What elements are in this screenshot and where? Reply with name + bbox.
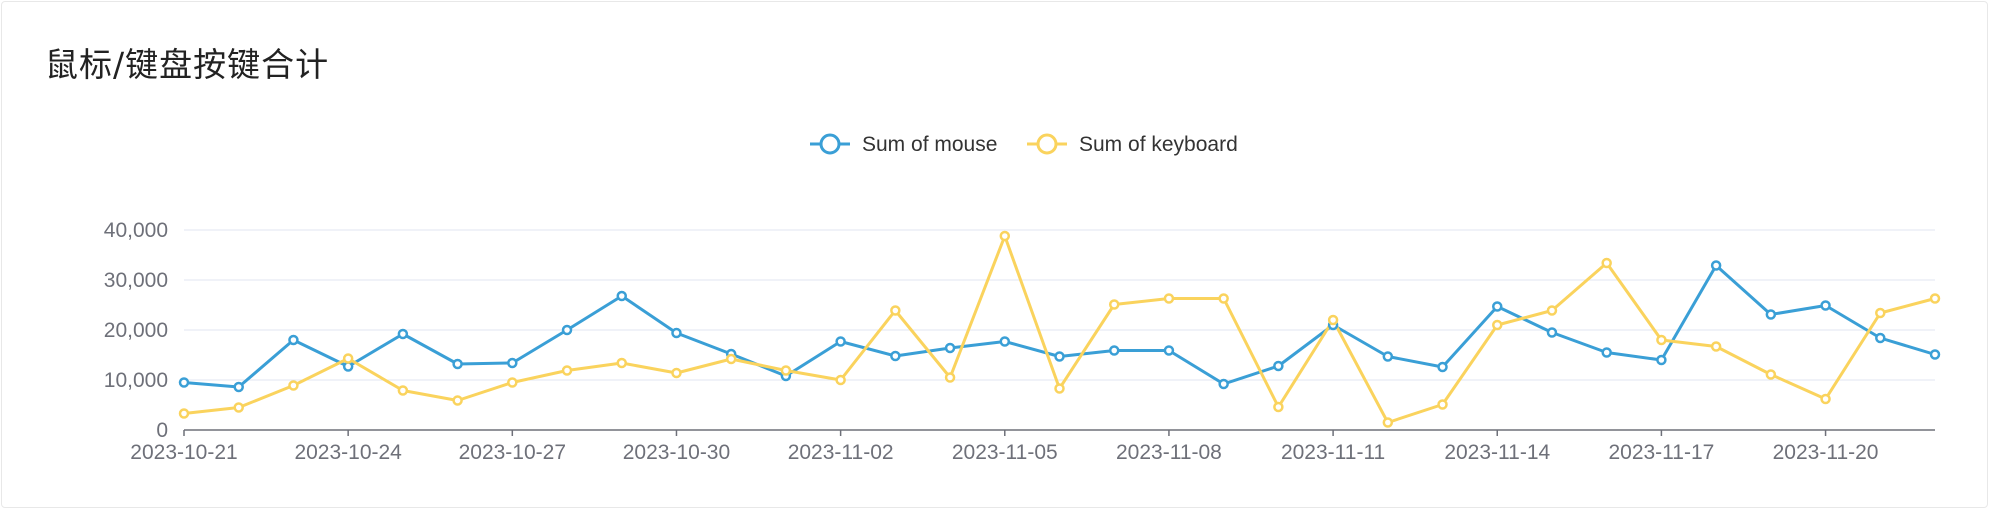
chart-title: 鼠标/键盘按键合计: [45, 45, 330, 84]
data-point: [1601, 347, 1612, 358]
grid-lines: [184, 229, 1935, 381]
data-point: [1054, 351, 1065, 362]
y-axis: 0 10,000 20,000 30,000 40,000: [104, 219, 168, 442]
data-point: [1163, 293, 1175, 304]
x-tick-label: 2023-11-17: [1608, 441, 1714, 464]
data-point: [1108, 299, 1120, 310]
data-point: [1656, 334, 1667, 346]
data-point: [1437, 399, 1448, 410]
data-point: [999, 336, 1011, 347]
x-tick-label: 2023-10-24: [294, 441, 402, 464]
data-point: [1492, 301, 1503, 312]
data-point: [1601, 257, 1612, 269]
data-point: [1820, 393, 1831, 405]
data-point: [1163, 345, 1175, 356]
data-point: [507, 377, 518, 388]
data-point: [616, 290, 627, 302]
data-point: [397, 385, 409, 396]
x-axis: 2023-10-21 2023-10-24 2023-10-27 2023-10-30…: [130, 429, 1935, 464]
data-point: [507, 357, 518, 369]
series-lines: [183, 234, 1936, 424]
data-point: [1054, 383, 1065, 394]
data-point: [233, 381, 244, 393]
legend-marker: [819, 133, 841, 155]
x-tick-label: 2023-11-08: [1116, 441, 1222, 464]
data-point: [1546, 327, 1558, 338]
data-point: [671, 327, 682, 339]
data-point: [1765, 369, 1777, 380]
data-point: [1492, 319, 1503, 331]
x-tick-label: 2023-10-27: [459, 441, 566, 464]
data-point: [288, 334, 299, 346]
data-point: [1929, 293, 1941, 304]
y-tick-label: 30,000: [104, 269, 168, 292]
series-line: [183, 264, 1936, 389]
data-point: [835, 374, 846, 386]
data-point: [561, 324, 573, 336]
data-point: [342, 353, 354, 364]
data-point: [725, 353, 737, 365]
data-point: [671, 367, 682, 379]
data-point: [1273, 360, 1284, 372]
data-point: [1382, 417, 1394, 428]
data-point: [835, 336, 846, 347]
data-point: [616, 357, 627, 369]
data-point: [1218, 293, 1229, 304]
y-tick-label: 40,000: [104, 219, 168, 242]
data-point: [178, 377, 190, 388]
data-point: [999, 230, 1011, 242]
data-point: [397, 328, 409, 340]
x-tick-label: 2023-10-21: [130, 441, 237, 464]
y-tick-label: 0: [156, 419, 168, 442]
data-point: [233, 402, 244, 413]
series-line: [183, 234, 1936, 424]
x-tick-label: 2023-11-05: [952, 441, 1058, 464]
data-point: [452, 395, 463, 406]
data-point: [1820, 300, 1831, 311]
x-tick-label: 2023-11-20: [1773, 441, 1879, 464]
legend: Sum of mouse Sum of keyboard: [810, 133, 1238, 156]
x-tick-label: 2023-10-30: [623, 441, 730, 464]
legend-label: Sum of keyboard: [1079, 133, 1238, 156]
legend-marker: [1036, 133, 1058, 155]
data-point: [1875, 332, 1886, 344]
x-tick-label: 2023-11-11: [1281, 441, 1385, 464]
data-point: [561, 365, 573, 376]
x-tick-label: 2023-11-14: [1444, 441, 1550, 464]
series-points: [178, 230, 1941, 428]
data-point: [944, 372, 956, 383]
data-point: [890, 305, 901, 316]
data-point: [1327, 314, 1339, 326]
data-point: [1382, 351, 1394, 362]
data-point: [1546, 305, 1558, 316]
data-point: [1218, 378, 1229, 390]
data-point: [288, 380, 299, 391]
data-point: [1710, 341, 1722, 352]
data-point: [1656, 354, 1667, 366]
data-point: [1108, 345, 1120, 356]
y-tick-label: 10,000: [104, 369, 168, 392]
data-point: [1765, 309, 1777, 320]
data-point: [178, 408, 190, 419]
y-tick-label: 20,000: [104, 319, 168, 342]
data-point: [1875, 307, 1886, 319]
data-point: [1273, 401, 1284, 413]
x-tick-label: 2023-11-02: [788, 441, 894, 464]
data-point: [890, 350, 901, 362]
data-point: [452, 358, 463, 370]
data-point: [1929, 349, 1941, 360]
data-point: [1437, 361, 1448, 373]
data-point: [1710, 260, 1722, 271]
data-point: [944, 342, 956, 354]
data-point: [780, 365, 792, 376]
legend-label: Sum of mouse: [862, 133, 997, 156]
